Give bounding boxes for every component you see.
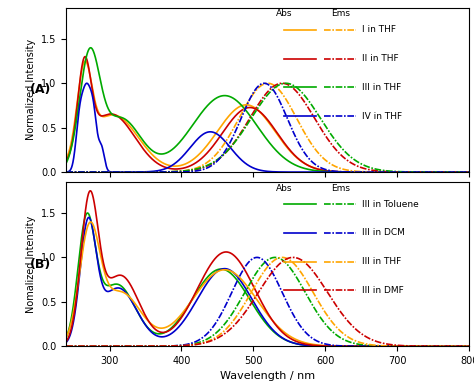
- Y-axis label: Normalized Intensity: Normalized Intensity: [26, 39, 36, 140]
- Text: Abs: Abs: [276, 184, 292, 193]
- Text: (B): (B): [30, 258, 51, 271]
- Text: I in THF: I in THF: [363, 25, 396, 35]
- Text: Abs: Abs: [276, 9, 292, 18]
- Text: II in THF: II in THF: [363, 54, 399, 63]
- Text: III in DCM: III in DCM: [363, 228, 405, 237]
- Text: III in DMF: III in DMF: [363, 286, 404, 295]
- Text: Ems: Ems: [331, 9, 350, 18]
- Text: III in THF: III in THF: [363, 83, 402, 92]
- Text: Ems: Ems: [331, 184, 350, 193]
- Text: (A): (A): [30, 83, 52, 96]
- Text: III in THF: III in THF: [363, 257, 402, 266]
- X-axis label: Wavelength / nm: Wavelength / nm: [220, 371, 315, 382]
- Text: IV in THF: IV in THF: [363, 112, 402, 121]
- Text: III in Toluene: III in Toluene: [363, 200, 419, 209]
- Y-axis label: Nomalized Intensity: Nomalized Intensity: [26, 216, 36, 313]
